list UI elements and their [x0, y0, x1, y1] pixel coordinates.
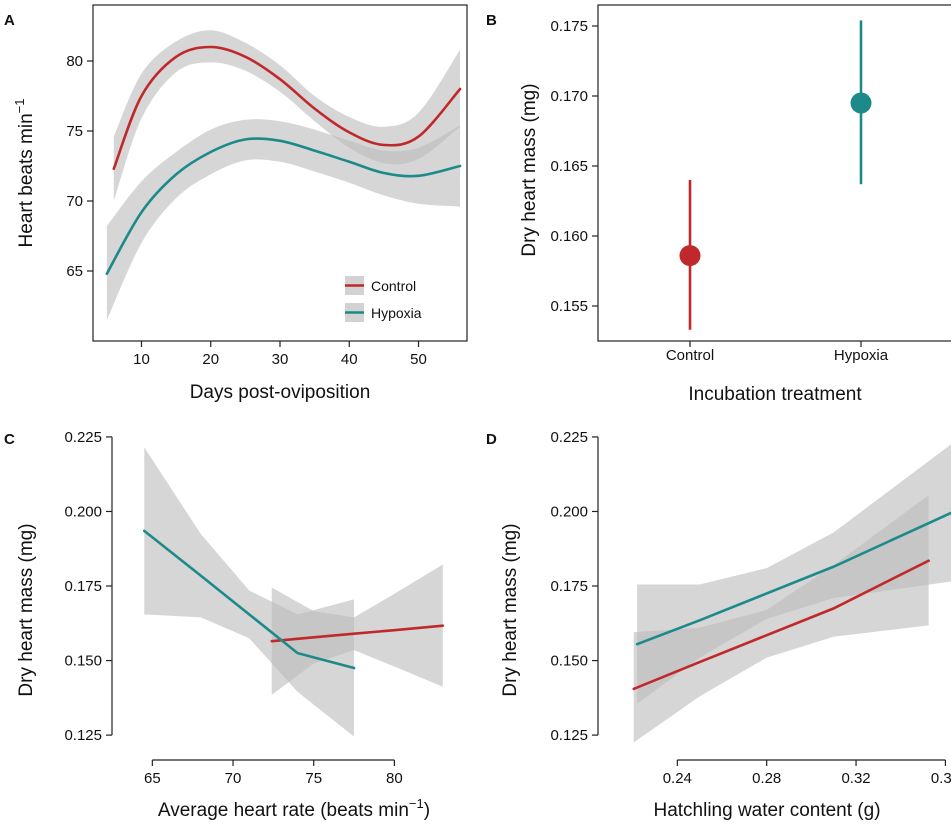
panel-d-line-control — [632, 559, 930, 691]
panel-b: B Control Hypoxia 0.155 0.160 0.165 0.170 0.17… — [486, 4, 951, 405]
panel-a-ytick-label: 80 — [66, 53, 83, 70]
panel-c-xtick-label: 75 — [305, 770, 322, 787]
panel-d-ytick-label: 0.200 — [550, 503, 588, 520]
panel-a-xlabel: Days post-oviposition — [190, 382, 371, 403]
panel-d-xtick-label: 0.36 — [931, 770, 951, 787]
panel-b-letter: B — [486, 12, 497, 29]
panel-b-xtick-label: Hypoxia — [834, 347, 889, 364]
panel-c-band-hypoxia — [144, 447, 355, 737]
panel-b-xlabel: Incubation treatment — [688, 384, 862, 405]
panel-d-line-hypoxia — [635, 511, 951, 646]
panel-a-letter: A — [4, 12, 15, 29]
panel-d-xlabel: Hatchling water content (g) — [653, 800, 880, 821]
panel-a-ylabel-sup: −1 — [12, 99, 27, 114]
panel-c-xlabel-main: Average heart rate (beats min — [158, 800, 409, 821]
panel-d-band-hypoxia — [637, 444, 951, 704]
panel-c-ytick-label: 0.150 — [64, 653, 102, 670]
panel-a-ylabel: Heart beats min−1 — [12, 99, 37, 248]
panel-c-ytick-label: 0.125 — [64, 727, 102, 744]
panel-b-ytick-label: 0.170 — [550, 88, 588, 105]
panel-c-line-hypoxia — [142, 529, 356, 670]
panel-a-ytick-label: 70 — [66, 193, 83, 210]
panel-a-ylabel-main: Heart beats min — [16, 113, 37, 247]
panel-b-ytick-label: 0.160 — [550, 228, 588, 245]
panel-d-xtick-label: 0.32 — [841, 770, 870, 787]
legend-label-hypoxia: Hypoxia — [371, 305, 422, 321]
panel-c-xtick-label: 70 — [225, 770, 242, 787]
panel-d-ytick-label: 0.150 — [550, 653, 588, 670]
panel-c-xlabel-sup: −1 — [409, 796, 424, 811]
panel-b-ytick-label: 0.175 — [550, 18, 588, 35]
panel-a-xtick-label: 30 — [272, 351, 289, 368]
panel-c-ytick-label: 0.225 — [64, 429, 102, 446]
panel-c-ytick-label: 0.200 — [64, 503, 102, 520]
panel-d-ytick-label: 0.125 — [550, 727, 588, 744]
panel-c-line-control — [270, 624, 445, 643]
panel-b-point-control — [679, 245, 701, 267]
panel-b-ylabel: Dry heart mass (mg) — [519, 83, 540, 256]
panel-d: D 0.24 0.28 0.32 0.36 0.125 0.150 0.175 0.200 0.… — [486, 429, 951, 821]
panel-a: A 10 20 30 40 50 65 70 75 80 Control Hypoxia Day… — [4, 4, 468, 403]
panel-a-ytick-label: 65 — [66, 263, 83, 280]
panel-a-legend: Control Hypoxia — [345, 276, 422, 322]
panel-b-xtick-label: Control — [666, 347, 714, 364]
panel-c: C 65 70 75 80 0.125 0.150 0.175 0.200 0.225 Dry … — [4, 429, 445, 821]
panel-d-letter: D — [486, 431, 497, 448]
panel-c-xlabel-close: ) — [424, 800, 430, 821]
panel-d-xtick-label: 0.28 — [752, 770, 781, 787]
panel-d-ytick-label: 0.225 — [550, 429, 588, 446]
panel-b-frame — [597, 4, 951, 342]
panel-a-ytick-label: 75 — [66, 123, 83, 140]
panel-c-xlabel: Average heart rate (beats min−1) — [158, 796, 430, 821]
panel-c-xtick-label: 65 — [144, 770, 161, 787]
panel-b-ytick-label: 0.165 — [550, 158, 588, 175]
panel-a-xtick-label: 50 — [410, 351, 427, 368]
panel-b-ytick-label: 0.155 — [550, 298, 588, 315]
legend-label-control: Control — [371, 278, 416, 294]
panel-d-xtick-label: 0.24 — [663, 770, 692, 787]
panel-d-ylabel: Dry heart mass (mg) — [500, 523, 521, 696]
panel-c-xtick-label: 80 — [386, 770, 403, 787]
panel-a-line-hypoxia — [105, 137, 462, 276]
panel-c-ytick-label: 0.175 — [64, 578, 102, 595]
panel-a-line-control — [112, 45, 462, 171]
panel-c-letter: C — [4, 431, 15, 448]
panel-a-xtick-label: 40 — [341, 351, 358, 368]
panel-d-ytick-label: 0.175 — [550, 578, 588, 595]
panel-c-ylabel: Dry heart mass (mg) — [16, 523, 37, 696]
panel-a-xtick-label: 20 — [202, 351, 219, 368]
panel-b-point-hypoxia — [850, 92, 872, 114]
panel-a-xtick-label: 10 — [133, 351, 150, 368]
